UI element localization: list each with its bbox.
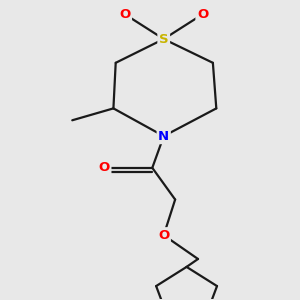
Text: N: N [158,130,169,142]
Text: O: O [119,8,130,21]
Text: O: O [197,8,208,21]
Text: O: O [158,229,169,242]
Text: O: O [99,161,110,174]
Text: S: S [159,32,169,46]
